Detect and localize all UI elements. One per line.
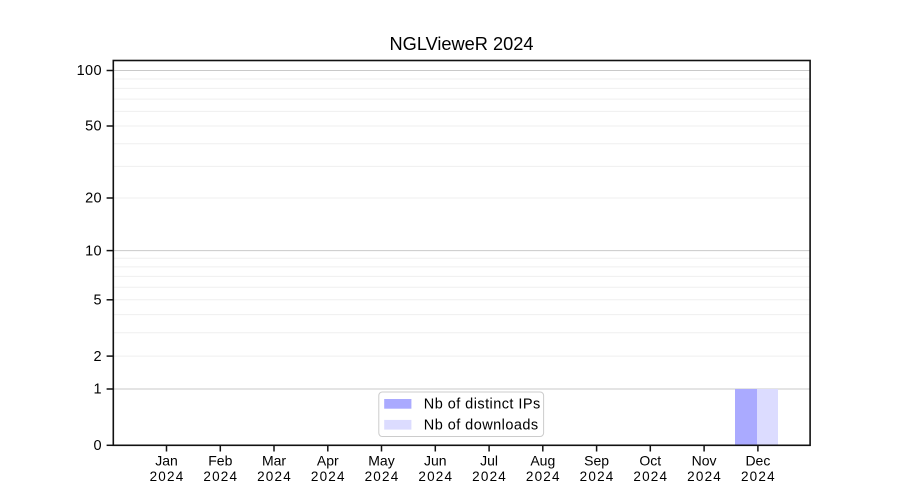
svg-text:2024: 2024 — [257, 469, 292, 484]
svg-text:Oct: Oct — [639, 453, 661, 469]
svg-text:2024: 2024 — [150, 469, 185, 484]
svg-text:1: 1 — [94, 382, 102, 398]
svg-text:2024: 2024 — [203, 469, 238, 484]
svg-text:2024: 2024 — [741, 469, 776, 484]
svg-text:2024: 2024 — [311, 469, 346, 484]
svg-text:10: 10 — [85, 243, 102, 259]
svg-text:100: 100 — [77, 63, 102, 79]
svg-text:Jun: Jun — [424, 453, 447, 469]
svg-text:2024: 2024 — [472, 469, 507, 484]
svg-text:NGLVieweR 2024: NGLVieweR 2024 — [390, 34, 534, 54]
svg-text:2024: 2024 — [526, 469, 561, 484]
svg-text:2024: 2024 — [633, 469, 668, 484]
svg-text:2024: 2024 — [687, 469, 722, 484]
svg-text:0: 0 — [94, 438, 102, 454]
svg-text:Aug: Aug — [530, 453, 555, 469]
svg-text:2024: 2024 — [580, 469, 615, 484]
svg-text:Jan: Jan — [155, 453, 178, 469]
svg-text:Feb: Feb — [208, 453, 232, 469]
svg-text:Apr: Apr — [317, 453, 339, 469]
svg-text:May: May — [368, 453, 394, 469]
svg-text:Jul: Jul — [480, 453, 498, 469]
svg-text:Sep: Sep — [584, 453, 609, 469]
svg-text:Nov: Nov — [692, 453, 717, 469]
svg-text:2024: 2024 — [365, 469, 400, 484]
svg-text:2024: 2024 — [418, 469, 453, 484]
svg-text:Nb of downloads: Nb of downloads — [424, 418, 539, 434]
svg-text:Dec: Dec — [745, 453, 770, 469]
svg-text:5: 5 — [94, 293, 102, 309]
svg-text:Mar: Mar — [262, 453, 286, 469]
svg-text:2: 2 — [94, 349, 102, 365]
svg-text:Nb of distinct IPs: Nb of distinct IPs — [424, 397, 541, 413]
svg-text:20: 20 — [85, 191, 102, 207]
svg-text:50: 50 — [85, 119, 102, 135]
